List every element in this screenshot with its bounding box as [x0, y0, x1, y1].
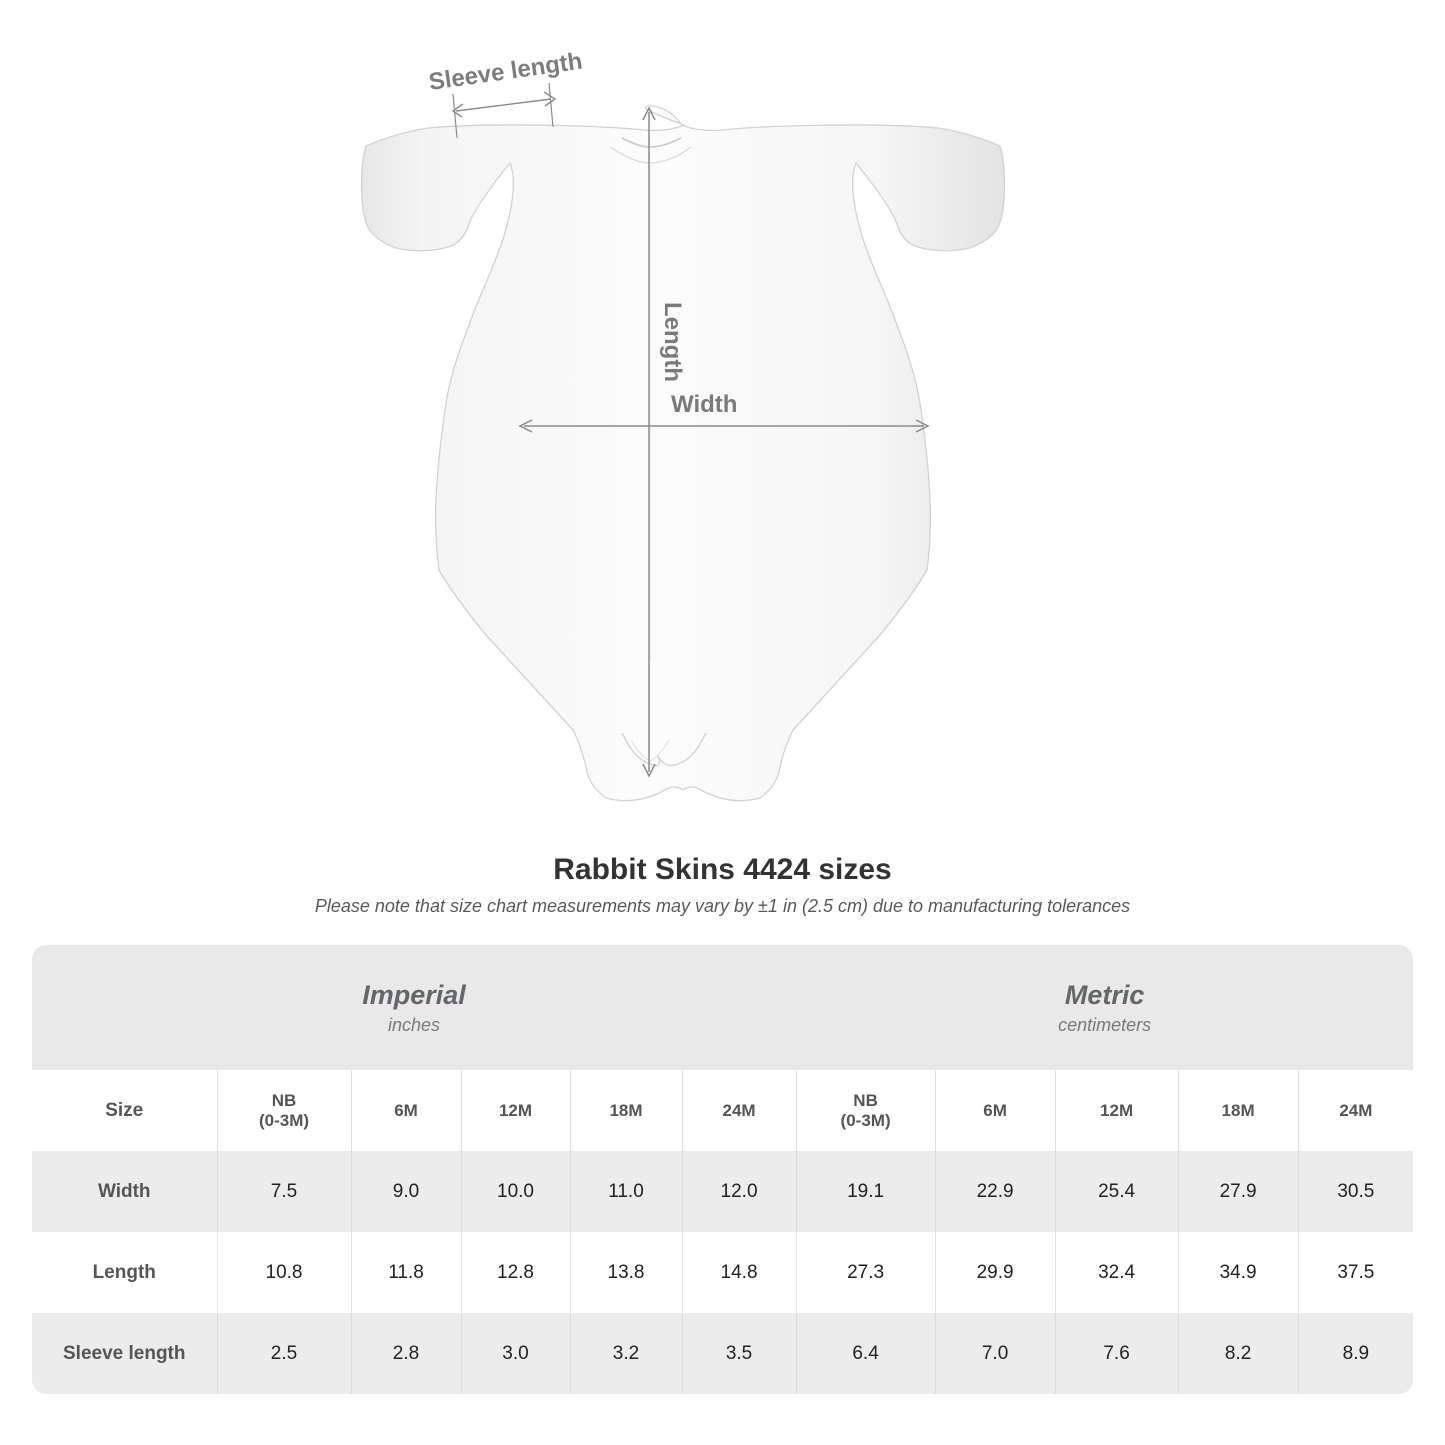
- svg-text:Length: Length: [659, 302, 686, 382]
- svg-text:Width: Width: [671, 391, 737, 418]
- svg-text:Sleeve length: Sleeve length: [427, 48, 584, 96]
